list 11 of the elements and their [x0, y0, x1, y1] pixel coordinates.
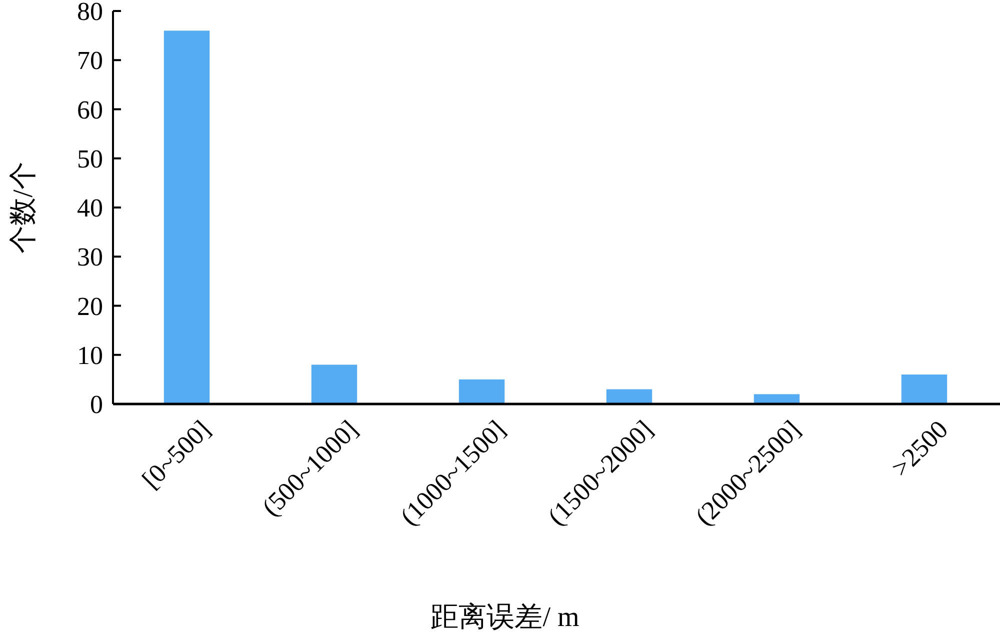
y-tick-label: 20: [77, 292, 103, 321]
y-tick-label: 50: [77, 144, 103, 174]
y-tick-label: 10: [77, 340, 103, 370]
y-tick-label: 70: [77, 46, 103, 76]
y-tick-label: 80: [77, 0, 103, 26]
y-tick-label: 60: [77, 95, 103, 124]
y-tick-label: 30: [77, 242, 103, 272]
y-axis-title: 个数/个: [8, 162, 39, 254]
y-tick-label: 40: [77, 194, 103, 222]
x-axis-title: 距离误差/ m: [430, 602, 580, 633]
y-tick-label: 0: [90, 390, 103, 419]
